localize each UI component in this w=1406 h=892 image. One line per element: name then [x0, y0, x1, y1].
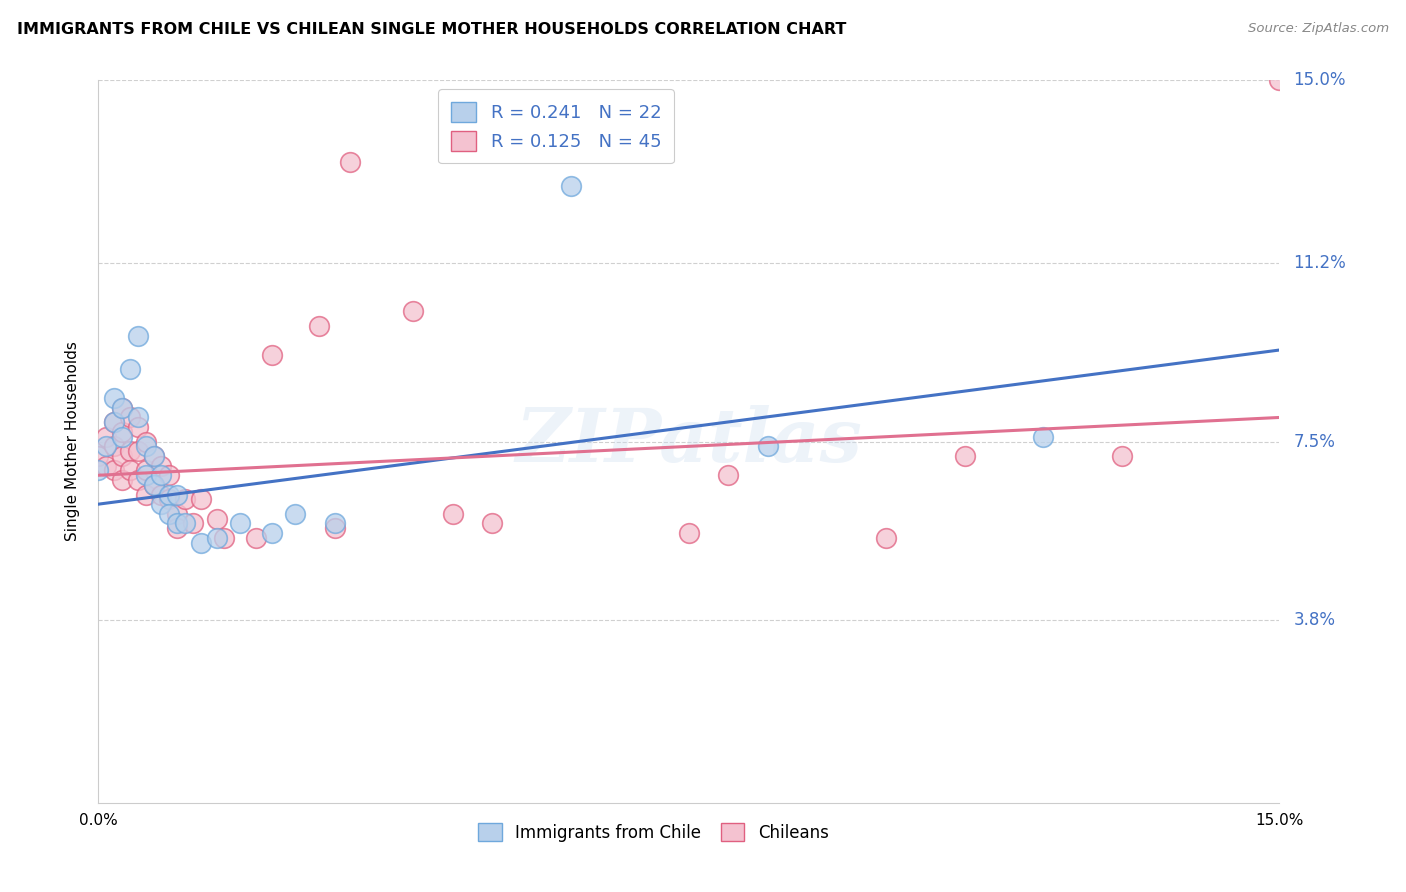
Point [229, 516, 252, 531]
Point [118, 463, 141, 477]
Point [103, 415, 125, 429]
Point [111, 449, 134, 463]
Point [111, 425, 134, 439]
Point [284, 507, 307, 521]
Point [135, 439, 157, 453]
Point [1268, 73, 1291, 87]
Point [127, 410, 149, 425]
Point [205, 511, 228, 525]
Point [481, 516, 503, 531]
Point [127, 328, 149, 343]
Point [174, 516, 197, 531]
Text: 3.8%: 3.8% [1294, 611, 1336, 629]
Point [111, 401, 134, 415]
Point [214, 531, 236, 545]
Point [520, 131, 543, 145]
Point [103, 415, 125, 429]
Point [118, 444, 141, 458]
Point [323, 521, 346, 535]
Point [135, 463, 157, 477]
Point [150, 497, 173, 511]
Point [190, 492, 212, 507]
Point [118, 410, 141, 425]
Text: 11.2%: 11.2% [1294, 254, 1346, 272]
Text: ZIPatlas: ZIPatlas [516, 405, 862, 478]
Point [181, 516, 204, 531]
Point [111, 473, 134, 487]
Point [142, 478, 165, 492]
Point [157, 468, 180, 483]
Point [127, 444, 149, 458]
Point [953, 449, 976, 463]
Point [96, 439, 118, 453]
Point [205, 531, 228, 545]
Point [166, 507, 188, 521]
Point [157, 492, 180, 507]
Point [103, 463, 125, 477]
Point [166, 521, 188, 535]
Point [118, 362, 141, 376]
Text: 15.0%: 15.0% [1294, 71, 1346, 89]
Point [157, 507, 180, 521]
Point [157, 487, 180, 501]
Point [87, 449, 110, 463]
Point [103, 439, 125, 453]
Point [560, 179, 582, 194]
Point [260, 526, 283, 541]
Point [1111, 449, 1133, 463]
Point [875, 531, 897, 545]
Text: 7.5%: 7.5% [1294, 433, 1336, 450]
Text: Source: ZipAtlas.com: Source: ZipAtlas.com [1249, 22, 1389, 36]
Point [103, 391, 125, 405]
Point [150, 468, 173, 483]
Point [87, 463, 110, 477]
Point [135, 434, 157, 449]
Point [308, 318, 330, 333]
Point [323, 516, 346, 531]
Point [142, 449, 165, 463]
Point [245, 531, 267, 545]
Point [260, 348, 283, 362]
Point [166, 487, 188, 501]
Point [111, 430, 134, 444]
Point [717, 468, 740, 483]
Point [135, 487, 157, 501]
Text: IMMIGRANTS FROM CHILE VS CHILEAN SINGLE MOTHER HOUSEHOLDS CORRELATION CHART: IMMIGRANTS FROM CHILE VS CHILEAN SINGLE … [17, 22, 846, 37]
Y-axis label: Single Mother Households: Single Mother Households [65, 342, 80, 541]
Point [96, 430, 118, 444]
Point [142, 478, 165, 492]
Point [150, 487, 173, 501]
Point [142, 449, 165, 463]
Point [127, 473, 149, 487]
Point [135, 468, 157, 483]
Point [174, 492, 197, 507]
Point [166, 516, 188, 531]
Point [190, 535, 212, 549]
Point [402, 304, 425, 318]
Legend: Immigrants from Chile, Chileans: Immigrants from Chile, Chileans [472, 817, 835, 848]
Point [96, 458, 118, 473]
Point [756, 439, 779, 453]
Point [150, 458, 173, 473]
Point [1032, 430, 1054, 444]
Point [127, 420, 149, 434]
Point [441, 507, 464, 521]
Point [678, 526, 700, 541]
Point [111, 401, 134, 415]
Point [339, 155, 361, 169]
